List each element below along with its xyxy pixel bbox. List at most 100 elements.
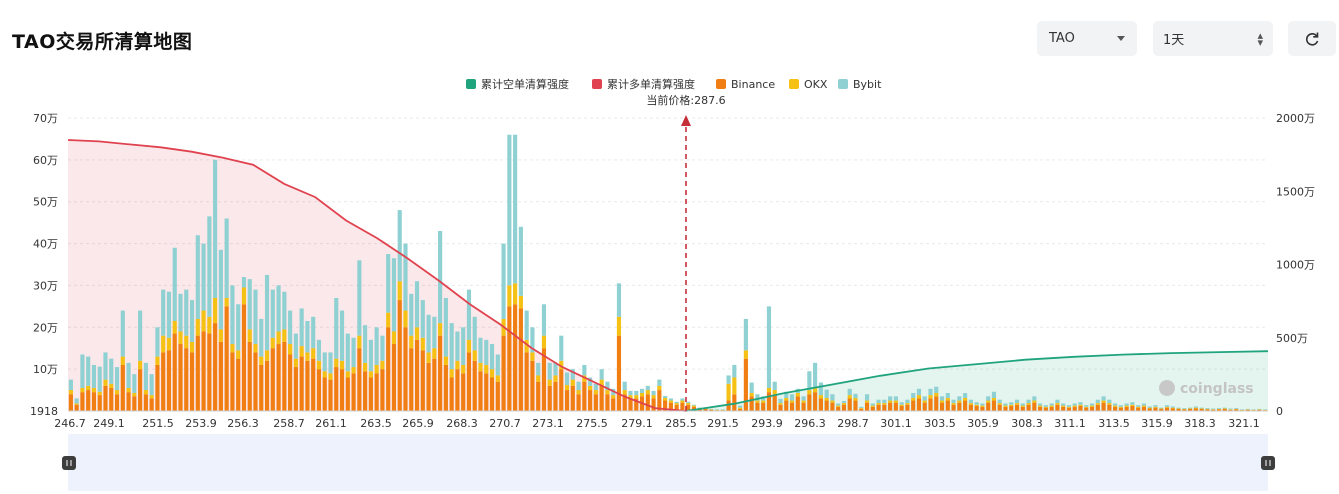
bar-binance [166, 350, 172, 411]
bar-bybit [218, 249, 223, 330]
bar-binance [888, 402, 893, 411]
bar-bybit [1170, 406, 1175, 408]
bar-okx [1136, 406, 1141, 408]
bar-binance [934, 396, 939, 411]
bar-binance [1049, 406, 1054, 411]
bar-binance [893, 402, 898, 411]
x-tick: 318.3 [1184, 417, 1216, 430]
bar-okx [363, 362, 368, 372]
bar-bybit [1072, 403, 1077, 406]
bar-okx [472, 350, 477, 361]
bar-okx [1078, 404, 1083, 406]
bar-binance [1095, 404, 1100, 411]
bar-binance [507, 306, 512, 411]
bar-binance [755, 402, 760, 411]
bar-bybit [507, 134, 512, 286]
bar-okx [189, 341, 195, 353]
bar-binance [1113, 406, 1118, 411]
slider-handle-left[interactable] [62, 456, 76, 470]
x-tick: 305.9 [967, 417, 999, 430]
bar-bybit [264, 274, 270, 351]
bar-binance [588, 390, 593, 411]
bar-bybit [201, 243, 206, 311]
bar-bybit [882, 399, 887, 404]
slider-track[interactable] [68, 434, 1268, 491]
bar-bybit [916, 388, 922, 396]
bar-binance [461, 373, 466, 411]
bar-bybit [911, 393, 916, 399]
bar-bybit [224, 218, 229, 298]
bar-binance [818, 398, 823, 411]
bar-binance [628, 398, 633, 411]
bar-okx [166, 337, 172, 351]
bar-binance [801, 402, 806, 411]
bar-binance [645, 394, 650, 411]
bar-binance [293, 367, 298, 411]
bar-binance [1072, 406, 1077, 411]
bar-binance [68, 394, 73, 411]
bar-binance [1055, 404, 1060, 411]
bar-binance [339, 369, 345, 411]
timeframe-select[interactable]: 1天 ▴ ▾ [1153, 21, 1273, 56]
bar-okx [195, 318, 200, 336]
bar-bybit [443, 297, 448, 357]
bar-binance [518, 308, 523, 411]
bar-okx [1118, 406, 1123, 408]
bar-binance [876, 404, 881, 411]
bar-binance [1228, 409, 1233, 411]
bar-binance [1159, 408, 1164, 411]
bar-binance [374, 373, 379, 411]
symbol-select[interactable]: TAO [1037, 21, 1137, 56]
x-tick: 301.1 [880, 417, 912, 430]
bar-bybit [622, 381, 627, 391]
bar-okx [1084, 406, 1089, 408]
bar-binance [224, 306, 229, 411]
x-tick: 263.5 [360, 417, 392, 430]
bar-bybit [680, 398, 685, 401]
bar-okx [582, 375, 587, 382]
bar-okx [1234, 408, 1239, 410]
bar-bybit [126, 362, 131, 388]
bar-bybit [426, 314, 431, 353]
slider-handle-right[interactable] [1261, 456, 1275, 470]
bar-binance [495, 381, 500, 411]
bar-okx [120, 356, 125, 365]
bar-binance [778, 404, 783, 411]
bar-bybit [1141, 403, 1147, 406]
bar-bybit [172, 247, 177, 322]
bar-okx [380, 360, 385, 370]
bar-binance [1147, 408, 1152, 411]
bar-okx [795, 393, 800, 397]
bar-bybit [536, 362, 541, 376]
symbol-value: TAO [1049, 31, 1075, 46]
bar-okx [876, 403, 881, 405]
bar-okx [1014, 403, 1020, 405]
bar-okx [264, 350, 270, 361]
bar-binance [559, 369, 564, 411]
bar-bybit [143, 362, 148, 391]
y-right-tick: 1500万 [1276, 185, 1315, 198]
bar-okx [1263, 409, 1268, 411]
bar-okx [807, 390, 812, 395]
bar-okx [432, 348, 437, 359]
bar-bybit [1153, 405, 1158, 407]
bar-bybit [749, 382, 754, 393]
bar-bybit [166, 291, 172, 338]
bar-binance [513, 304, 518, 411]
x-tick: 321.1 [1228, 417, 1260, 430]
y-left-tick: 40万 [33, 238, 58, 251]
zoom-slider[interactable] [62, 434, 1275, 491]
bar-bybit [114, 367, 120, 391]
bar-binance [853, 400, 858, 411]
bar-okx [622, 390, 627, 395]
bar-okx [270, 337, 275, 349]
bar-binance [472, 360, 477, 411]
bar-bybit [466, 289, 472, 340]
bar-okx [691, 405, 697, 407]
bar-binance [784, 400, 789, 411]
bar-bybit [893, 396, 898, 401]
bar-okx [1066, 406, 1072, 408]
refresh-button[interactable] [1288, 21, 1336, 56]
bar-okx [997, 403, 1002, 405]
bar-binance [651, 398, 656, 411]
